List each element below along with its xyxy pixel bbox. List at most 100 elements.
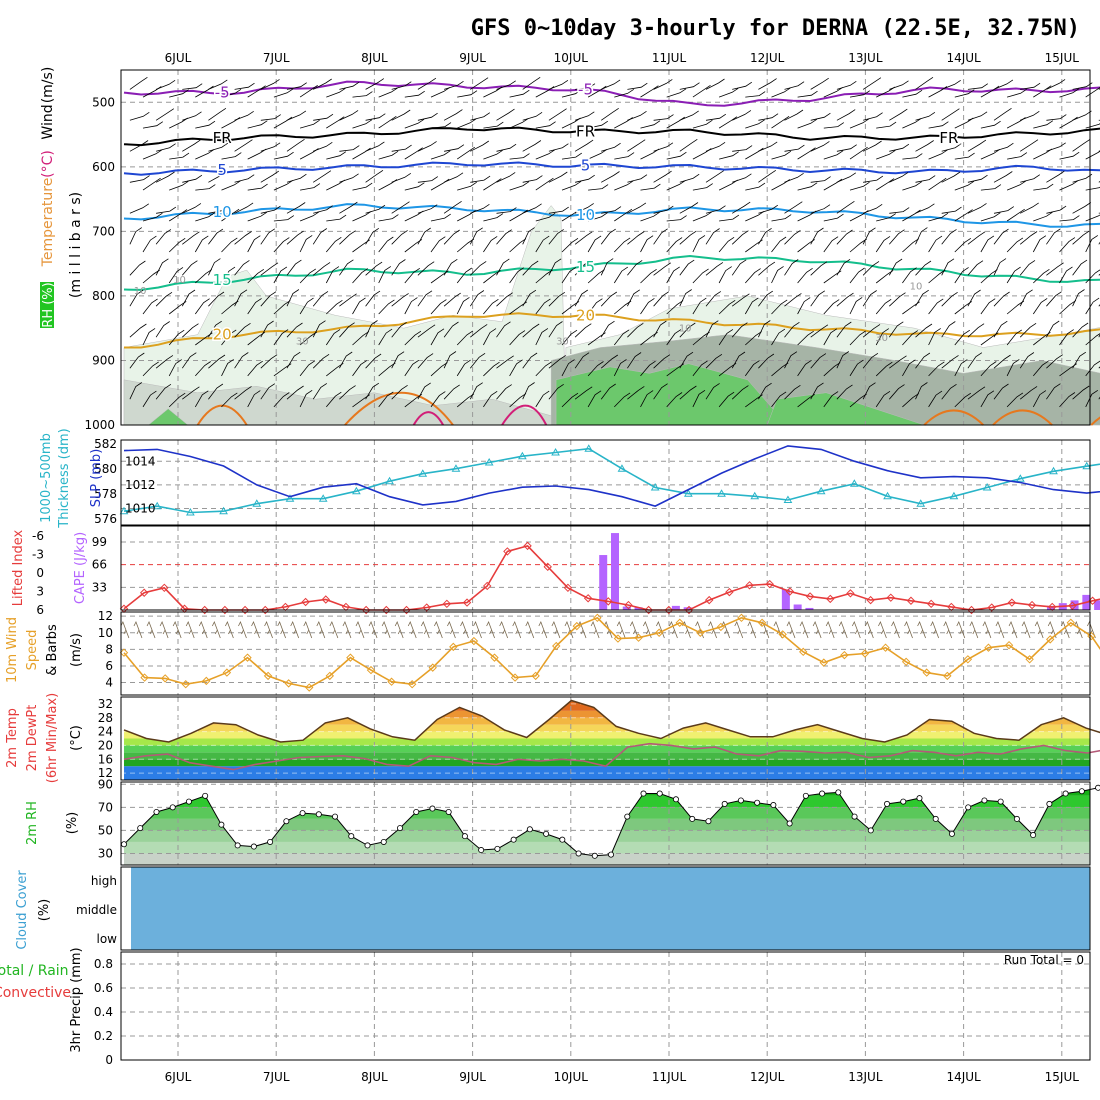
wind-barb [1006,88,1027,98]
rh-point [267,838,274,845]
wind-tick-label: 12 [98,609,113,623]
top-day-label: 9JUL [459,51,486,65]
wind-barb [928,149,948,160]
temperature-contour-10 [123,203,1100,228]
wind-barb [339,351,353,369]
wind-barb [601,206,622,214]
lifted-index-line [123,545,1100,611]
wind-barb [653,291,670,307]
wind-barb [862,227,876,245]
wind-barb [823,328,838,346]
wind-speed-line-marker [243,653,252,662]
bottom-day-label: 10JUL [554,1070,589,1084]
wind-barb [430,213,451,222]
wind-barb [732,145,753,152]
wind-barb [548,171,568,183]
wind-barb [810,204,831,214]
wind-barb [587,85,607,98]
wind-barb [758,353,775,369]
legend-rh: RH (%) [41,282,56,327]
wind-barb [260,79,280,90]
wind-barb [378,391,394,408]
wind-tick-label: 4 [105,676,113,690]
wind-barb [391,144,412,152]
wind-barb [234,260,250,276]
temp-tick-label: 20 [98,738,113,752]
wind-barb [391,109,411,121]
wind-barb [273,151,294,160]
wind-speed-line-marker [1046,635,1055,644]
wind-barb-10m [878,621,887,639]
wind-barb [221,359,234,377]
wind-barb [1072,351,1087,369]
wind-barb [169,89,189,98]
wind-barb [653,142,674,152]
legend-temperature: Temperature [40,178,56,268]
wind-barb [718,87,739,98]
wind-barb-10m [538,621,548,639]
wind-barb [286,322,303,338]
wind-barb [967,203,987,214]
wind-speed-line-marker [572,621,582,631]
wind-barb [312,383,328,400]
wind-barb [640,120,661,129]
wind-barb [928,361,945,377]
lifted-index-line-marker [1007,598,1017,607]
wind-barb [509,393,527,408]
wind-barb-10m [303,621,313,639]
wind-barb [221,88,242,98]
wind-barb [600,383,616,400]
wind-barb [758,78,777,90]
wind-speed-line-marker [325,671,335,681]
wind-barb [522,260,539,276]
rh-tick-label: 90 [98,777,113,791]
wind-barb [588,120,609,129]
wind-barb [993,107,1012,121]
wind-barb [758,320,771,338]
wind-barb [391,384,408,400]
rh-point [575,850,582,857]
wind-barb [182,386,200,400]
wind-speed-line-marker [654,628,664,637]
thickness-line-marker [750,491,760,500]
rh-band [123,830,1090,842]
wind-barb [627,260,643,276]
wind-barb [941,171,961,183]
wind-barb [273,329,289,346]
bottom-day-label: 7JUL [263,1070,290,1084]
wind-barb-10m [891,621,900,639]
wind-barb-10m [551,621,561,639]
temperature-contour-5 [123,161,1100,176]
wind-barb [849,359,864,377]
wind-barb [718,329,734,346]
wind-barb [208,107,227,121]
wind-barb [339,145,360,152]
precip-tick-label: 0.8 [94,957,113,971]
rh-point [1046,800,1053,807]
wind-barb [509,153,530,160]
wind-barb [574,231,593,245]
wind-barb [889,80,909,90]
rh-point [429,805,436,812]
wind-barb [1020,174,1041,183]
wind-barb [456,267,473,284]
wind-barb [1072,289,1085,307]
wind-barb [613,359,627,377]
wind-barb-10m [799,621,809,639]
lifted-index-line-marker [503,547,512,556]
wind-barb [745,147,764,160]
wind-barb [286,110,307,121]
wind-barb [627,110,647,121]
temperature-contour-20 [124,312,1100,349]
wind-barb [181,260,198,276]
wind-barb [378,299,395,315]
rh-point [250,843,257,850]
wind-barb [1046,291,1062,307]
wind-barb-10m [1034,621,1044,639]
wind-barb-10m [277,621,287,639]
wind-barb [692,211,713,222]
rh-point [218,821,225,828]
pressure-axis-label: (m i l l i b a r s) [68,192,84,298]
temperature-contour--5 [123,80,1100,107]
wind-barb [457,181,477,191]
